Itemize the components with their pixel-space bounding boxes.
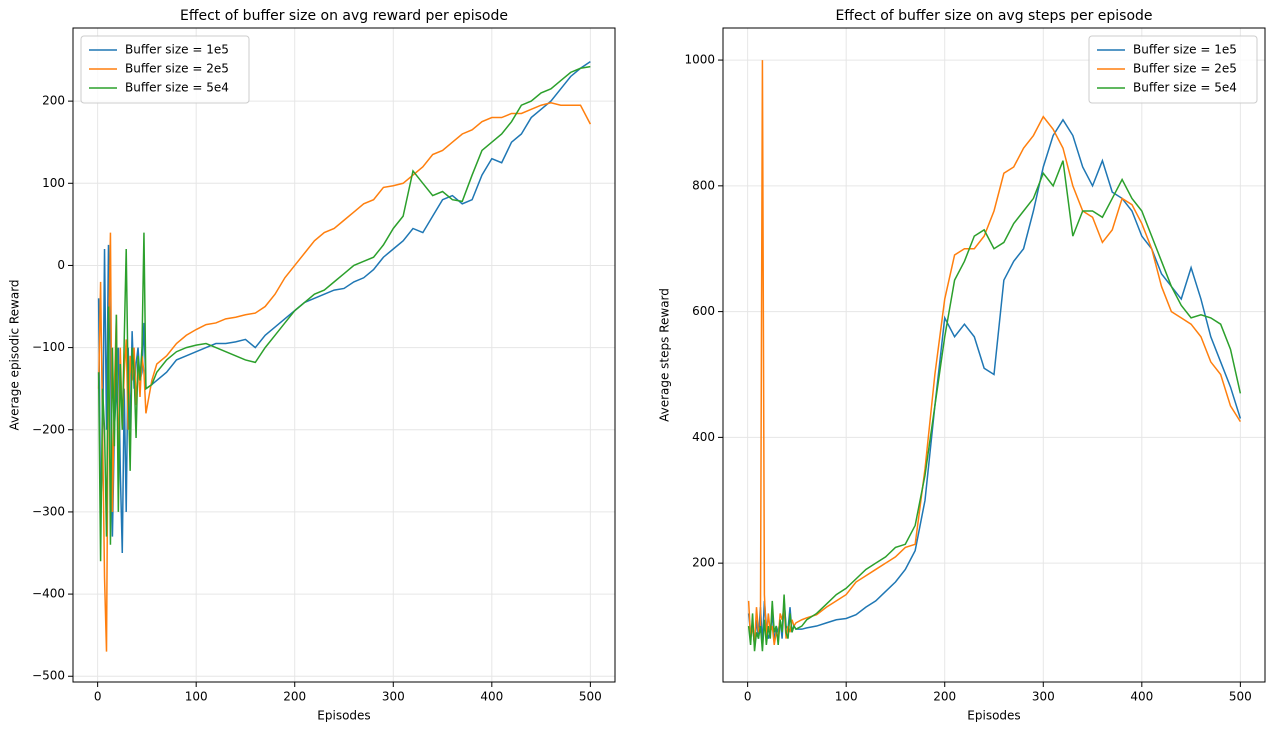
x-tick-label: 200 (283, 690, 306, 704)
line-series (97, 101, 592, 652)
x-axis-label: Episodes (967, 709, 1020, 723)
y-tick-label: 1000 (684, 53, 715, 67)
legend-label: Buffer size = 1e5 (1133, 43, 1237, 57)
y-tick-label: 800 (692, 178, 715, 192)
y-axis-label: Average episodic Reward (8, 279, 22, 430)
y-tick-label: 400 (692, 430, 715, 444)
y-tick-label: −100 (32, 340, 65, 354)
legend: Buffer size = 1e5 Buffer size = 2e5 Buffer… (80, 35, 250, 104)
subplot: Effect of buffer size on avg reward per … (8, 8, 616, 723)
y-tick-label: −500 (32, 669, 65, 683)
x-tick-label: 500 (1229, 690, 1252, 704)
chart-title: Effect of buffer size on avg steps per e… (835, 8, 1152, 24)
x-tick-label: 300 (382, 690, 405, 704)
y-tick-label: 200 (692, 556, 715, 570)
line-series (747, 60, 1241, 646)
x-tick-label: 0 (744, 690, 752, 704)
y-tick-label: −200 (32, 422, 65, 436)
legend-label: Buffer size = 2e5 (1133, 62, 1237, 76)
y-tick-label: 600 (692, 304, 715, 318)
y-tick-label: −300 (32, 504, 65, 518)
legend-label: Buffer size = 5e4 (1133, 81, 1237, 95)
x-tick-label: 500 (579, 690, 602, 704)
line-series (97, 61, 591, 554)
y-tick-label: 200 (42, 94, 65, 108)
x-axis-label: Episodes (317, 709, 370, 723)
legend-frame (80, 35, 250, 104)
x-tick-label: 0 (94, 690, 102, 704)
plot-frame (722, 27, 1266, 683)
x-tick-label: 400 (1130, 690, 1153, 704)
plot-frame (72, 27, 616, 683)
x-tick-label: 400 (480, 690, 503, 704)
chart-title: Effect of buffer size on avg reward per … (180, 8, 508, 24)
y-tick-label: 0 (57, 258, 65, 272)
legend-frame (1088, 35, 1258, 104)
line-series (747, 160, 1242, 652)
legend-label: Buffer size = 1e5 (125, 43, 229, 57)
y-tick-label: 100 (42, 176, 65, 190)
x-tick-label: 200 (933, 690, 956, 704)
x-tick-label: 300 (1032, 690, 1055, 704)
line-series (97, 65, 591, 562)
legend: Buffer size = 1e5 Buffer size = 2e5 Buffer… (1088, 35, 1258, 104)
y-axis-label: Average steps Reward (658, 288, 672, 422)
y-tick-label: −400 (32, 587, 65, 601)
subplot: Effect of buffer size on avg steps per e… (658, 8, 1266, 723)
legend-label: Buffer size = 5e4 (125, 81, 229, 95)
x-tick-label: 100 (185, 690, 208, 704)
line-series (747, 118, 1242, 645)
x-tick-label: 100 (835, 690, 858, 704)
legend-label: Buffer size = 2e5 (125, 62, 229, 76)
